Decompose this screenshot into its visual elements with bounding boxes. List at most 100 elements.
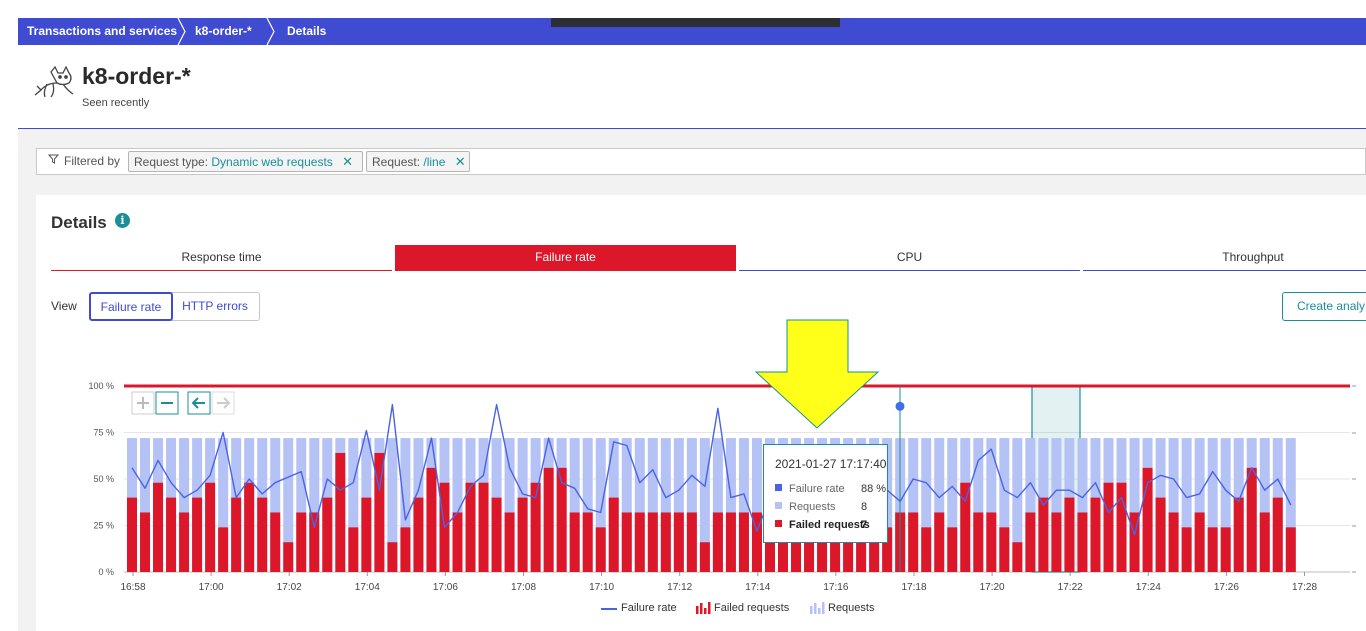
failed-requests-bar — [1103, 482, 1114, 572]
view-label: View — [51, 299, 77, 313]
filter-chip-request-type[interactable]: Request type: Dynamic web requests ✕ — [128, 151, 363, 172]
x-tick-label: 17:18 — [901, 582, 926, 593]
failed-requests-bar — [960, 482, 971, 572]
failed-requests-bar — [660, 512, 671, 572]
failed-requests-bar — [335, 452, 346, 572]
requests-bar — [1259, 438, 1270, 572]
failed-requests-bar — [530, 482, 541, 572]
y-tick-label: 50 % — [93, 474, 114, 484]
tab-failure-rate[interactable]: Failure rate — [395, 245, 736, 271]
requests-bar — [621, 438, 632, 572]
tooltip-time: 2021-01-27 17:17:40 — [775, 457, 887, 471]
y-tick-label: 0 % — [98, 567, 114, 577]
requests-bar — [1129, 438, 1140, 572]
view-failure-rate-button[interactable]: Failure rate — [89, 292, 173, 321]
requests-bar — [1285, 438, 1296, 572]
failed-requests-bar — [348, 527, 359, 572]
failed-requests-bar — [582, 512, 593, 572]
failed-requests-bar — [231, 497, 242, 572]
requests-bar — [140, 438, 151, 572]
filter-chip-request[interactable]: Request: /line ✕ — [366, 151, 470, 172]
failed-requests-bar — [140, 512, 151, 572]
failed-requests-bar — [322, 497, 333, 572]
failed-requests-bar — [647, 512, 658, 572]
x-tick-label: 17:22 — [1058, 582, 1083, 593]
legend-requests[interactable]: Requests — [828, 602, 875, 614]
requests-bar — [738, 438, 749, 572]
failed-requests-bar — [1090, 497, 1101, 572]
requests-bar — [452, 438, 463, 572]
failed-requests-bar — [569, 512, 580, 572]
breadcrumb-item-service[interactable]: k8-order-* — [195, 24, 252, 38]
requests-bar — [569, 438, 580, 572]
annotation-arrow — [754, 319, 880, 429]
tomcat-icon — [34, 66, 74, 98]
requests-bar — [582, 438, 593, 572]
requests-bar — [1012, 438, 1023, 572]
failed-requests-bar — [999, 527, 1010, 572]
failed-requests-bar — [478, 482, 489, 572]
failed-requests-bar — [1233, 497, 1244, 572]
tab-response-time[interactable]: Response time — [51, 245, 392, 271]
filter-chip-value: /line — [423, 155, 446, 169]
legend-failed-requests[interactable]: Failed requests — [714, 602, 790, 614]
requests-bar — [270, 438, 281, 572]
requests-bar — [1051, 438, 1062, 572]
failed-requests-bar — [751, 512, 762, 572]
failed-requests-bar — [283, 542, 294, 572]
x-tick-label: 17:12 — [667, 582, 692, 593]
failed-requests-bar — [1077, 512, 1088, 572]
requests-bar — [934, 438, 945, 572]
failed-requests-bar — [244, 482, 255, 572]
failed-requests-bar — [1064, 497, 1075, 572]
failed-requests-bar — [1181, 527, 1192, 572]
failed-requests-bar — [934, 512, 945, 572]
failed-requests-bar — [257, 497, 268, 572]
requests-bar — [1181, 438, 1192, 572]
requests-bar — [751, 438, 762, 572]
tooltip-row-failed-requests: Failed requests 7 — [775, 519, 870, 533]
requests-bar — [908, 438, 919, 572]
requests-bar — [400, 438, 411, 572]
failed-requests-bar — [361, 497, 372, 572]
chart-tooltip: 2021-01-27 17:17:40 Failure rate 88 % Req… — [763, 444, 888, 543]
page-title: k8-order-* — [82, 63, 191, 89]
zoom-controls — [131, 391, 235, 415]
failed-requests-bar — [426, 467, 437, 572]
requests-bar — [179, 438, 190, 572]
legend-failure-rate[interactable]: Failure rate — [621, 602, 677, 614]
remove-filter-icon[interactable]: ✕ — [342, 154, 354, 169]
failed-requests-bar — [465, 482, 476, 572]
failed-requests-bar — [725, 512, 736, 572]
failed-requests-bar — [908, 512, 919, 572]
failed-requests-bar — [1129, 512, 1140, 572]
requests-bar — [1168, 438, 1179, 572]
hover-point — [895, 401, 905, 411]
failed-requests-bar — [127, 497, 137, 572]
tab-throughput[interactable]: Throughput — [1083, 245, 1366, 271]
tab-cpu[interactable]: CPU — [739, 245, 1080, 271]
requests-bar — [725, 438, 736, 572]
arrow-left-icon — [191, 397, 205, 409]
requests-bar — [309, 438, 320, 572]
failure-rate-line — [131, 403, 1292, 536]
x-tick-label: 17:06 — [433, 582, 458, 593]
breadcrumb-separator-icon — [266, 18, 275, 45]
requests-bar — [348, 438, 359, 572]
x-tick-label: 17:16 — [823, 582, 848, 593]
failed-requests-bar — [166, 497, 177, 572]
view-http-errors-button[interactable]: HTTP errors — [171, 292, 260, 321]
failed-requests-bar — [1272, 497, 1283, 572]
requests-bar — [1220, 438, 1231, 572]
requests-bar — [712, 438, 723, 572]
requests-bar — [1077, 438, 1088, 572]
zoom-in-icon — [137, 397, 149, 409]
failed-requests-bar — [218, 527, 229, 572]
remove-filter-icon[interactable]: ✕ — [454, 154, 466, 169]
info-icon[interactable]: i — [115, 213, 130, 228]
tooltip-row-failure-rate: Failure rate 88 % — [775, 483, 886, 497]
details-title: Details — [51, 213, 107, 232]
create-analysis-button[interactable]: Create analy — [1282, 292, 1366, 321]
y-tick-label: 75 % — [93, 428, 114, 438]
breadcrumb-item-transactions[interactable]: Transactions and services — [27, 24, 178, 38]
